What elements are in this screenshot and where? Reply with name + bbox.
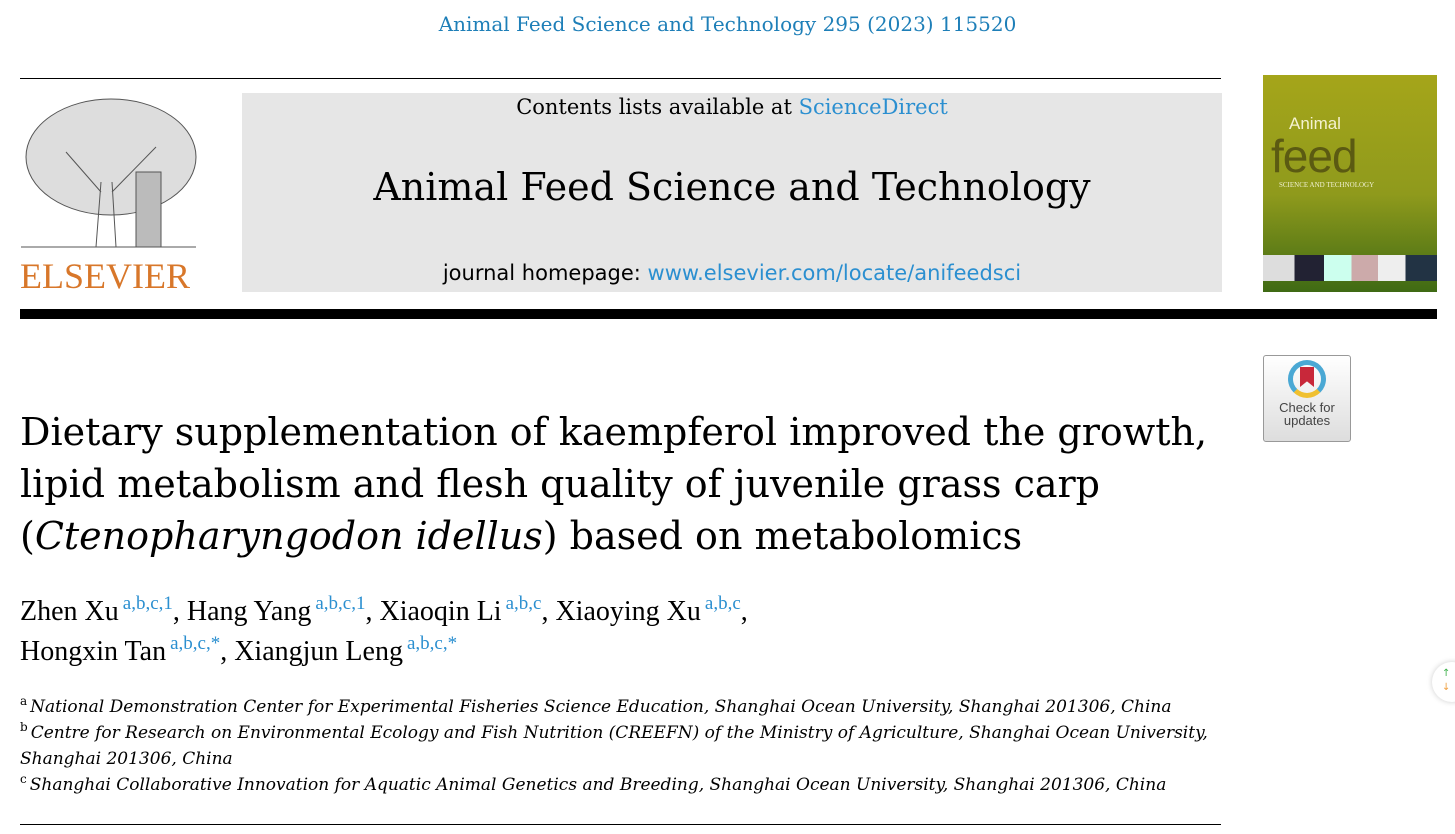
check-updates-line1: Check for — [1279, 400, 1335, 415]
elsevier-tree-logo — [21, 98, 197, 248]
cover-photo-strip — [1263, 255, 1437, 281]
contents-line: Contents lists available at ScienceDirec… — [242, 95, 1222, 119]
author[interactable]: Hang Yang a,b,c,1 — [186, 593, 366, 627]
author[interactable]: Xiaoying Xu a,b,c — [555, 593, 741, 627]
affiliation: b Centre for Research on Environmental Ec… — [20, 720, 1208, 769]
title-species: Ctenopharyngodon idellus — [34, 514, 543, 558]
homepage-link[interactable]: www.elsevier.com/locate/anifeedsci — [647, 261, 1022, 285]
header-bar — [20, 309, 1437, 319]
arrow-up-icon[interactable]: ↑ — [1442, 668, 1451, 679]
arrow-down-icon[interactable]: ↓ — [1442, 682, 1451, 693]
divider — [20, 78, 1221, 79]
article-title: Dietary supplementation of kaempferol im… — [20, 406, 1220, 562]
cover-subtitle: SCIENCE AND TECHNOLOGY — [1279, 181, 1375, 189]
check-for-updates-button[interactable]: Check for updates — [1263, 355, 1351, 442]
author[interactable]: Xiaoqin Li a,b,c — [379, 593, 542, 627]
affiliation: c Shanghai Collaborative Innovation for A… — [20, 772, 1167, 795]
journal-cover-image[interactable]: Animal feed SCIENCE AND TECHNOLOGY — [1263, 75, 1437, 292]
author-list: Zhen Xu a,b,c,1, Hang Yang a,b,c,1, Xiaoqi… — [20, 593, 748, 667]
author[interactable]: Zhen Xu a,b,c,1 — [20, 593, 173, 627]
cover-feed: feed — [1271, 130, 1358, 182]
author[interactable]: Xiangjun Leng a,b,c,* — [234, 633, 458, 667]
divider — [20, 824, 1221, 825]
title-part: Dietary supplementation of kaempferol im… — [20, 410, 1208, 558]
check-updates-icon — [1288, 360, 1326, 398]
affiliations: a National Demonstration Center for Exper… — [20, 694, 1220, 798]
contents-prefix: Contents lists available at — [516, 95, 799, 119]
elsevier-wordmark: ELSEVIER — [20, 256, 190, 296]
journal-title: Animal Feed Science and Technology — [373, 165, 1091, 209]
homepage-line: journal homepage: www.elsevier.com/locat… — [242, 261, 1222, 285]
sciencedirect-link[interactable]: ScienceDirect — [798, 95, 948, 119]
homepage-prefix: journal homepage: — [442, 261, 648, 285]
check-updates-line2: updates — [1283, 413, 1331, 428]
author[interactable]: Hongxin Tan a,b,c,* — [20, 633, 221, 667]
affiliation: a National Demonstration Center for Exper… — [20, 694, 1172, 717]
scroll-widget[interactable]: ↑ ↓ — [1432, 662, 1455, 702]
journal-citation[interactable]: Animal Feed Science and Technology 295 (… — [438, 12, 1017, 36]
title-part: ) based on metabolomics — [542, 514, 1023, 558]
journal-banner: Contents lists available at ScienceDirec… — [242, 93, 1222, 292]
cover-animal: Animal — [1289, 114, 1341, 133]
